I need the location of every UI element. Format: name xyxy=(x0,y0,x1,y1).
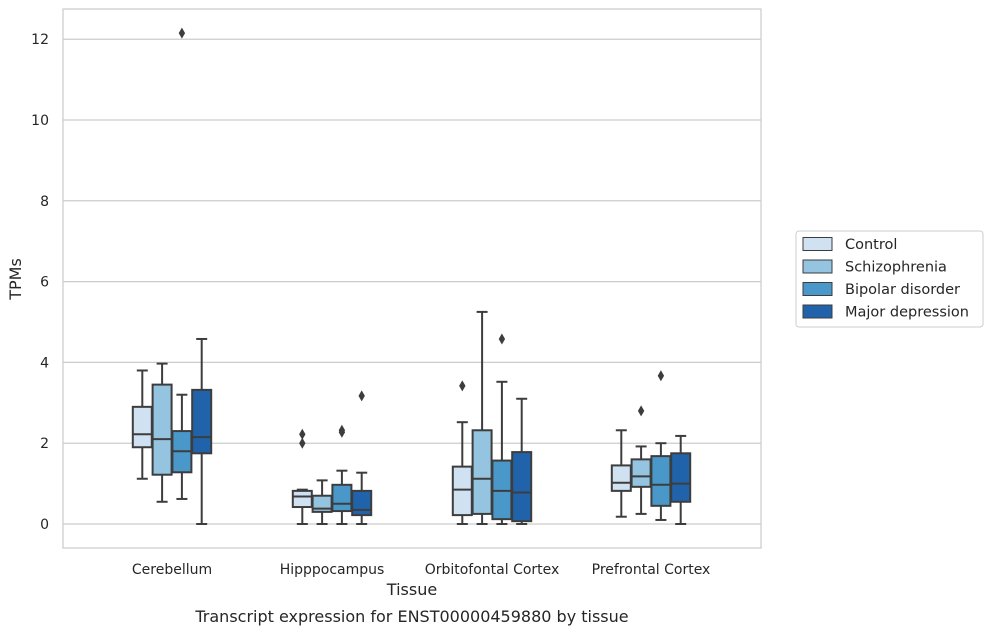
y-tick-label: 2 xyxy=(40,436,49,452)
outlier-point xyxy=(338,424,346,436)
x-tick-label: Orbitofontal Cortex xyxy=(425,562,560,578)
outlier-point xyxy=(299,428,306,440)
box-body xyxy=(151,383,173,476)
box-3-3 xyxy=(670,434,692,525)
box-2-1 xyxy=(331,424,353,525)
outlier-point xyxy=(459,380,466,392)
box-0-2 xyxy=(451,380,473,525)
box-body xyxy=(511,451,533,523)
legend: Control Schizophrenia Bipolar disorder Majo… xyxy=(795,230,984,328)
outlier-point xyxy=(498,333,506,345)
box-2-0 xyxy=(171,27,193,500)
legend-frame xyxy=(795,230,984,328)
y-tick-label: 12 xyxy=(31,32,49,48)
box-3-2 xyxy=(511,397,533,525)
legend-label: Schizophrenia xyxy=(845,260,947,276)
outlier-point xyxy=(358,390,365,402)
y-tick-label: 4 xyxy=(40,355,49,371)
y-tick-label: 8 xyxy=(40,194,49,210)
box-body xyxy=(351,489,373,517)
box-body xyxy=(650,455,672,507)
box-body xyxy=(191,388,213,455)
outlier-point xyxy=(178,27,186,39)
legend-label: Control xyxy=(845,237,897,253)
y-tick-labels: 0 2 4 6 8 10 12 xyxy=(31,32,49,533)
x-tick-labels: Cerebellum Hipppocampus Orbitofontal Corte… xyxy=(132,562,710,578)
box-body xyxy=(291,489,313,509)
x-axis-title: Tissue xyxy=(386,580,437,599)
y-tick-label: 0 xyxy=(40,517,49,533)
legend-swatch xyxy=(802,259,833,274)
box-body xyxy=(630,458,652,488)
x-tick-label: Prefrontal Cortex xyxy=(592,562,711,578)
legend-swatch xyxy=(802,237,833,251)
box-3-0 xyxy=(191,337,213,525)
box-body xyxy=(131,405,153,449)
box-body xyxy=(491,459,513,521)
box-body xyxy=(451,465,473,517)
box-1-0 xyxy=(151,362,173,503)
box-body xyxy=(670,452,692,503)
box-groups xyxy=(131,27,692,525)
y-tick-label: 10 xyxy=(31,113,49,129)
y-tick-label: 6 xyxy=(40,275,49,291)
box-body xyxy=(331,483,353,513)
box-3-1 xyxy=(351,390,373,525)
figure-caption: Transcript expression for ENST0000045988… xyxy=(194,607,628,626)
x-tick-label: Cerebellum xyxy=(132,562,212,578)
box-2-3 xyxy=(650,370,672,521)
box-0-0 xyxy=(131,369,153,480)
legend-label: Major depression xyxy=(845,305,969,321)
plot-frame xyxy=(62,8,762,549)
legend-label: Bipolar disorder xyxy=(845,282,960,298)
x-tick-label: Hipppocampus xyxy=(280,562,385,578)
y-axis-title: TPMs xyxy=(6,258,25,301)
outlier-point xyxy=(299,437,306,449)
legend-swatch xyxy=(802,282,833,296)
box-body xyxy=(610,464,632,492)
outlier-point xyxy=(657,370,665,382)
legend-swatch xyxy=(802,304,833,319)
box-body xyxy=(471,429,493,515)
box-2-2 xyxy=(491,333,513,525)
outlier-point xyxy=(637,405,645,417)
